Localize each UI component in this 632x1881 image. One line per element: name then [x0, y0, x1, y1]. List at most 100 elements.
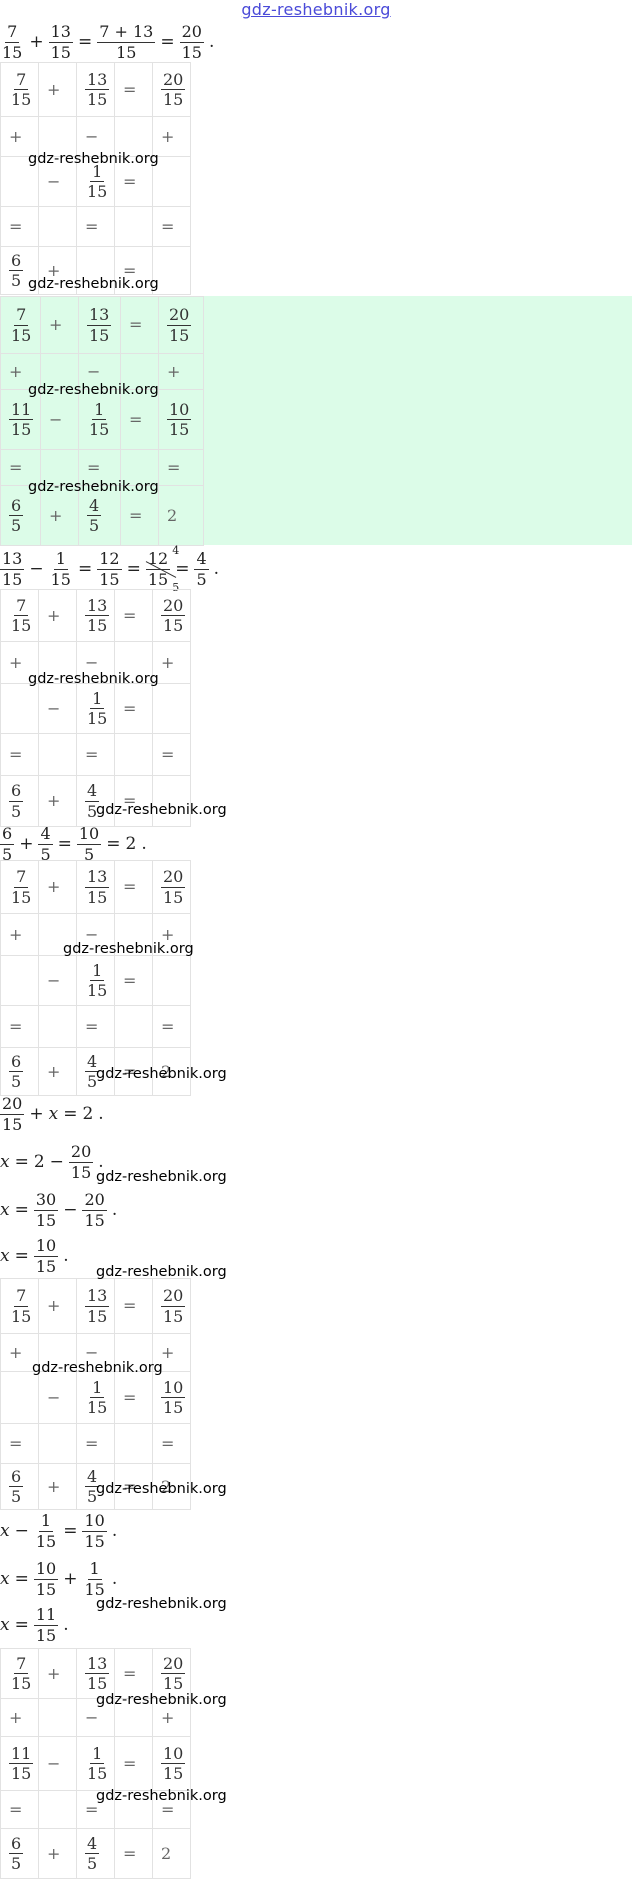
symbol: =: [77, 558, 93, 579]
symbol: x: [0, 1568, 10, 1589]
denominator: 15: [2, 569, 23, 589]
cell: [152, 775, 191, 827]
symbol: =: [123, 877, 137, 896]
symbol: +: [161, 652, 175, 672]
symbol: +: [47, 605, 61, 625]
cell: [114, 733, 153, 776]
denominator: 5: [11, 1854, 22, 1873]
watermark: gdz-reshebnik.org: [96, 1788, 227, 1804]
cell: 13 15: [76, 589, 115, 642]
cell: [152, 683, 191, 734]
symbol: =: [123, 79, 137, 99]
denominator: 15: [70, 1162, 92, 1182]
symbol: x: [0, 1245, 10, 1266]
cell: +: [158, 353, 204, 390]
cell: 10 15: [152, 1371, 191, 1424]
numerator: 20: [161, 867, 186, 888]
denominator: 5: [40, 844, 51, 864]
cell: 11 15: [0, 1736, 39, 1791]
cell: [114, 1423, 153, 1464]
equation: x = 10 15.: [0, 1234, 69, 1278]
fraction: 1 15: [49, 549, 73, 588]
cell: =: [0, 733, 39, 776]
denominator: 15: [84, 1210, 105, 1230]
symbol: =: [85, 1016, 99, 1036]
fraction: 13 15: [85, 1286, 110, 1326]
cell: =: [114, 1828, 153, 1879]
symbol: =: [161, 1016, 175, 1036]
denominator: 5: [87, 801, 98, 821]
watermark: gdz-reshebnik.org: [28, 382, 159, 398]
cell: =: [152, 1423, 191, 1464]
symbol: +: [47, 260, 61, 280]
cell: 11 15: [0, 389, 41, 450]
symbol: =: [175, 558, 190, 579]
symbol: =: [9, 744, 23, 764]
numerator: 13: [87, 305, 112, 326]
numerator: 6: [9, 250, 24, 271]
numerator: 30: [33, 1190, 59, 1211]
cell: −: [38, 1736, 77, 1791]
cell: [0, 1371, 39, 1424]
symbol: +: [161, 126, 175, 146]
fraction: 11 15: [9, 1744, 34, 1783]
cell: −: [40, 389, 79, 450]
fraction: 20 15: [179, 22, 204, 62]
cell: =: [0, 206, 39, 247]
symbol: +: [47, 1296, 61, 1315]
symbol: +: [29, 31, 44, 52]
fraction: 10 15: [82, 1511, 107, 1551]
symbol: =: [161, 1433, 175, 1453]
denominator: 15: [163, 90, 184, 109]
symbol: +: [47, 1061, 61, 1081]
symbol: =: [9, 1016, 23, 1036]
symbol: =: [9, 457, 23, 477]
watermark: gdz-reshebnik.org: [96, 1596, 227, 1612]
fraction: 1 15: [85, 162, 109, 201]
cell: =: [114, 1736, 153, 1791]
symbol: x: [0, 1199, 10, 1220]
cell: =: [114, 955, 153, 1006]
fraction: 20 15: [161, 70, 186, 109]
numerator: 4: [85, 1051, 100, 1072]
numerator: 7: [5, 22, 20, 43]
cell: =: [152, 733, 191, 776]
symbol: =: [123, 260, 137, 280]
symbol: =: [161, 216, 175, 236]
symbol: x: [0, 1151, 10, 1172]
denominator: 15: [163, 1674, 184, 1693]
equation: x = 2−20 15.: [0, 1138, 104, 1186]
equation: x = 30 15−20 15.: [0, 1186, 117, 1234]
numerator: 1: [92, 399, 107, 420]
symbol: =: [123, 1753, 137, 1773]
symbol: −: [85, 1342, 99, 1362]
numerator: 4: [85, 1466, 100, 1487]
symbol: =: [57, 833, 72, 854]
numerator: 13: [85, 1286, 110, 1307]
fraction: 7 15: [9, 1654, 33, 1693]
cell: =: [114, 1278, 153, 1334]
numerator: 10: [76, 824, 102, 845]
symbol: +: [63, 1568, 78, 1589]
cell: =: [114, 860, 153, 914]
cell: +: [38, 860, 77, 914]
denominator: 5: [83, 844, 95, 864]
symbol: =: [77, 31, 93, 52]
symbol: +: [9, 1342, 23, 1362]
cell: =: [114, 589, 153, 642]
cell: [38, 206, 77, 247]
watermark: gdz-reshebnik.org: [32, 1360, 163, 1376]
fraction: 7 15: [9, 70, 33, 109]
denominator: 15: [169, 325, 190, 345]
denominator: 15: [87, 182, 108, 201]
symbol: =: [85, 216, 99, 236]
symbol: +: [49, 505, 63, 525]
symbol: =: [106, 833, 121, 854]
symbol: +: [161, 1707, 175, 1727]
